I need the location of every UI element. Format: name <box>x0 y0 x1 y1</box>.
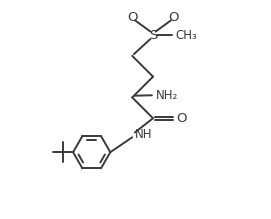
Text: NH₂: NH₂ <box>156 89 178 102</box>
Text: O: O <box>169 11 179 24</box>
Text: CH₃: CH₃ <box>175 28 197 42</box>
Text: NH: NH <box>135 128 152 141</box>
Text: S: S <box>149 28 157 42</box>
Text: O: O <box>176 112 187 125</box>
Text: O: O <box>127 11 137 24</box>
